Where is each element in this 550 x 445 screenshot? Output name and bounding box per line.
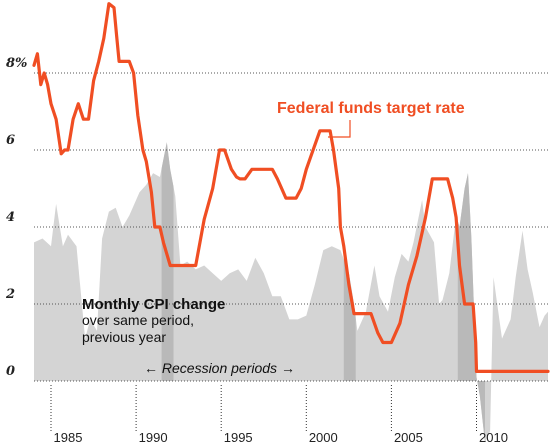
plot-area: 8% 6 4 2 0 1985 1990 1995 2000 2005 2010	[5, 2, 550, 445]
recession-band-3	[457, 142, 485, 443]
cpi-series-sublabel-1: over same period,	[82, 312, 194, 328]
x-tick-label: 2000	[309, 430, 338, 445]
recession-band-1	[161, 142, 174, 443]
x-tick-label: 1985	[54, 430, 83, 445]
cpi-series-sublabel-2: previous year	[82, 329, 166, 345]
rate-line	[32, 2, 550, 373]
x-tick-label: 2005	[394, 430, 423, 445]
cpi-series-label: Monthly CPI change	[82, 296, 225, 313]
y-tick-label: 6	[6, 133, 15, 148]
x-tick-label: 1995	[224, 430, 253, 445]
rate-label-leader	[328, 120, 351, 138]
x-tick-label: 1990	[139, 430, 168, 445]
recession-periods-label: ← Recession periods →	[144, 360, 295, 376]
recession-band-2	[343, 142, 356, 443]
rate-series-label: Federal funds target rate	[277, 100, 465, 117]
y-tick-label: 4	[6, 210, 15, 225]
y-tick-label: 2	[5, 287, 15, 302]
y-tick-label: 0	[6, 364, 15, 379]
x-tick-label: 2010	[479, 430, 508, 445]
y-tick-label: 8%	[6, 56, 27, 71]
